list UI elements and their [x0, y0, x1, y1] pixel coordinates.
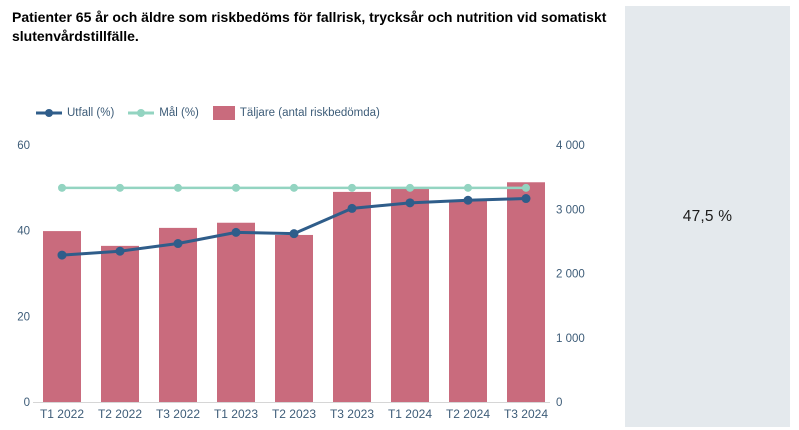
svg-text:T3 2023: T3 2023	[330, 407, 374, 421]
svg-text:T3 2022: T3 2022	[156, 407, 200, 421]
legend-label: Mål (%)	[159, 107, 199, 119]
legend-item-taljare[interactable]: Täljare (antal riskbedömda)	[212, 106, 380, 120]
svg-text:60: 60	[17, 140, 30, 152]
svg-text:T2 2024: T2 2024	[446, 407, 490, 421]
svg-text:T1 2022: T1 2022	[40, 407, 84, 421]
legend-label: Täljare (antal riskbedömda)	[239, 107, 380, 119]
svg-text:20: 20	[17, 311, 30, 323]
kpi-panel: 47,5 %	[625, 6, 790, 427]
bar-swatch-icon	[212, 106, 235, 120]
svg-text:T3 2024: T3 2024	[504, 407, 548, 421]
svg-text:T1 2024: T1 2024	[388, 407, 432, 421]
svg-text:0: 0	[24, 397, 30, 409]
line-marker-icon	[128, 109, 155, 117]
svg-text:1 000: 1 000	[556, 333, 585, 345]
line-marker-icon	[36, 109, 62, 117]
legend-item-utfall[interactable]: Utfall (%)	[36, 107, 114, 119]
target-line-series	[58, 183, 530, 192]
outcome-line-series	[57, 194, 531, 260]
svg-text:T2 2022: T2 2022	[98, 407, 142, 421]
svg-text:4 000: 4 000	[556, 140, 585, 152]
svg-text:40: 40	[17, 226, 30, 238]
left-axis-labels: 0 20 40 60	[17, 140, 30, 409]
svg-text:T1 2023: T1 2023	[214, 407, 258, 421]
right-axis-labels: 0 1 000 2 000 3 000 4 000	[556, 140, 585, 409]
legend-item-mal[interactable]: Mål (%)	[128, 107, 199, 119]
svg-text:3 000: 3 000	[556, 204, 585, 216]
chart-title: Patienter 65 år och äldre som riskbedöms…	[12, 9, 607, 45]
legend-label: Utfall (%)	[67, 107, 115, 119]
combo-chart[interactable]: 0 20 40 60 0 1 000 2 000 3 000 4 000 T1 2022 T2 20…	[0, 128, 612, 430]
svg-text:2 000: 2 000	[556, 269, 585, 281]
kpi-value: 47,5 %	[682, 207, 733, 225]
bars-series	[43, 182, 545, 402]
x-axis-labels: T1 2022 T2 2022 T3 2022 T1 2023 T2 2023 T3 20…	[40, 407, 548, 421]
svg-text:0: 0	[556, 397, 562, 409]
svg-text:T2 2023: T2 2023	[272, 407, 316, 421]
chart-legend: Utfall (%) Mål (%) Täljare (antal riskbe…	[36, 106, 380, 120]
